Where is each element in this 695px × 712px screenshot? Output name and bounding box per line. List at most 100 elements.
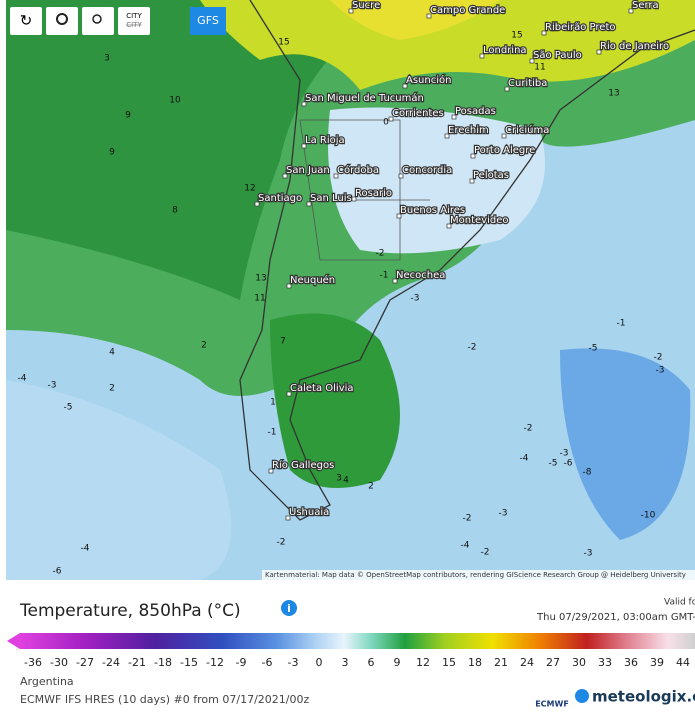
contour-label: -4 [81,544,90,554]
contour-label: -6 [564,459,573,469]
contour-label: -1 [380,271,389,281]
city-marker [541,30,547,36]
contour-label: 3 [104,54,110,64]
colorbar-ticks: -36 -30 -27 -24 -21 -18 -15 -12 -9 -6 -3 0 3 6 9 12 15 18… [24,656,690,669]
zoom-button[interactable] [82,7,114,35]
valid-label: Valid for [664,598,695,608]
colorbar-tick-label: 30 [572,656,586,669]
contour-label: 13 [608,89,619,99]
city-label: Caleta Olivia [290,383,354,394]
colorbar-tick-label: -3 [288,656,299,669]
city-label: Sucre [352,0,380,11]
city-marker [301,143,307,149]
toolbar: ↻ CITY CITY GFS [10,7,226,35]
city-label: Rosario [355,188,392,199]
city-marker [426,13,432,19]
contour-label: -2 [277,538,286,548]
city-label: Asunción [406,74,451,86]
city-marker [469,178,475,184]
model-label: GFS [197,14,219,27]
colorbar-tick-label: -21 [128,656,146,669]
colorbar-tick-label: 36 [624,656,638,669]
city-marker [470,153,476,159]
city-marker [529,58,535,64]
city-label: Montevideo [450,215,508,226]
brand-icon [575,689,589,703]
colorbar-tick-label: 24 [520,656,534,669]
city-labels: Sucre Campo Grande Serra Ribeirão Preto Lond… [254,0,670,521]
colorbar-tick-label: -15 [180,656,198,669]
city-label: Criciúma [505,124,549,136]
contour-label: -3 [560,449,569,459]
city-marker [286,283,292,289]
brand: meteologix.com [592,688,695,706]
location-button[interactable] [46,7,78,35]
city-label: Necochea [396,270,445,281]
contour-label: 13 [255,274,266,284]
colorbar-tick-label: 6 [368,656,375,669]
city-label: Porto Alegre [474,145,535,156]
colorbar-tick-label: 18 [468,656,482,669]
city-marker [254,201,260,207]
contour-label: -3 [499,509,508,519]
colorbar-tick-label: -24 [102,656,120,669]
city-label: Córdoba [337,164,379,176]
contour-label: 11 [254,294,265,304]
contour-label: -4 [18,374,27,384]
city-label: Serra [632,0,659,11]
colorbar-tick-label: -18 [154,656,172,669]
city-label: La Rioja [305,135,345,146]
city-label: San Miguel de Tucumán [305,92,424,104]
contour-label: -3 [411,294,420,304]
city-label: Corrientes [392,108,444,119]
city-label: San Luis [310,193,352,204]
contour-label: 0 [383,118,389,128]
colorbar-tick-label: 9 [394,656,401,669]
refresh-button[interactable] [10,7,42,35]
contour-label: 15 [278,38,289,48]
contour-label: -5 [589,344,598,354]
colorbar-tick-label: -12 [206,656,224,669]
city-label: Neuquén [290,274,335,286]
city-label: Curitiba [508,78,547,89]
city-label: São Paulo [533,50,582,61]
contour-labels: 3109981215151113242-4-3-5-4-6-2-1-2-3-1-… [18,31,665,577]
city-marker [444,133,450,139]
contour-label: -3 [48,381,57,391]
info-button[interactable] [281,600,297,616]
valid-time: Thu 07/29/2021, 03:00am GMT-03:00 [536,612,695,623]
contour-label: 2 [368,482,374,492]
colorbar-tick-label: 12 [416,656,430,669]
city-marker [402,83,408,89]
city-label: Río Gallegos [272,459,334,471]
city-label: Londrina [483,45,527,56]
contour-label: 11 [534,63,545,73]
city-label: Rio de Janeiro [600,41,669,52]
colorbar [20,633,695,649]
contour-label: 4 [109,348,115,358]
refresh-icon: ↻ [20,12,33,30]
model-button[interactable] [190,7,226,35]
colorbar-tick-label: -27 [76,656,94,669]
city-button[interactable] [118,7,150,35]
contour-label: 4 [343,476,349,486]
city-marker [446,223,452,229]
colorbar-tick-label: 33 [598,656,612,669]
city-label: Posadas [455,106,496,117]
city-marker [285,515,291,521]
city-label: Ushuaia [289,507,329,518]
colorbar-tick-label: 44 [676,656,690,669]
colorbar-tick-label: 15 [442,656,456,669]
contour-label: -3 [584,549,593,559]
contour-label: 10 [169,96,181,106]
legend-title: Temperature, 850hPa (°C) [19,601,241,621]
city-label: Concordia [402,165,452,176]
city-marker [396,213,402,219]
colorbar-tick-label: 3 [342,656,349,669]
contour-label: -2 [524,424,533,434]
contour-label: 2 [201,341,207,351]
contour-label: 2 [109,384,115,394]
contour-label: -4 [520,454,529,464]
contour-label: 9 [125,111,131,121]
